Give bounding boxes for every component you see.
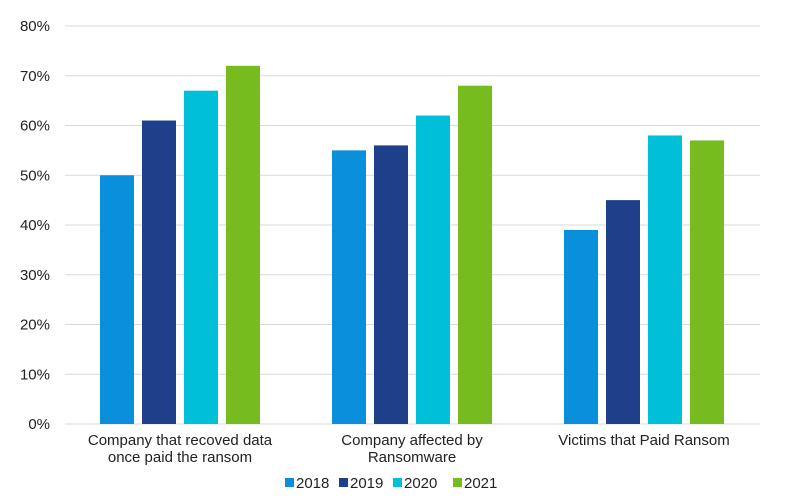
legend-label-2018: 2018 <box>296 475 329 492</box>
bar-2018-cat1 <box>100 175 134 424</box>
bar-2020-cat3 <box>648 135 682 424</box>
legend-label-2020: 2020 <box>404 475 437 492</box>
legend-label-2019: 2019 <box>350 475 383 492</box>
y-tick-label: 40% <box>20 217 50 234</box>
bar-2021-cat3 <box>690 140 724 425</box>
y-tick-label: 0% <box>28 416 50 433</box>
x-axis-category-labels: Company that recoved data once paid the r… <box>88 432 730 466</box>
legend-swatch-2020 <box>393 478 402 487</box>
legend-swatch-2018 <box>285 478 294 487</box>
y-tick-label: 80% <box>20 18 50 35</box>
y-tick-label: 30% <box>20 267 50 284</box>
category-label: Company that recoved data once paid the r… <box>88 432 273 466</box>
legend-swatch-2021 <box>453 478 462 487</box>
y-tick-label: 20% <box>20 317 50 334</box>
y-tick-label: 70% <box>20 68 50 85</box>
bars <box>100 65 724 425</box>
legend: 2018 2019 2020 2021 <box>285 475 497 492</box>
category-label: Victims that Paid Ransom <box>558 432 729 449</box>
bar-2019-cat3 <box>606 200 640 424</box>
bar-2020-cat2 <box>416 115 450 425</box>
bar-2019-cat1 <box>142 120 176 425</box>
y-tick-label: 60% <box>20 118 50 135</box>
bar-2021-cat2 <box>458 85 492 424</box>
bar-2020-cat1 <box>184 90 218 425</box>
y-tick-label: 10% <box>20 366 50 383</box>
bar-2021-cat1 <box>226 65 260 425</box>
bar-2018-cat2 <box>332 150 366 424</box>
y-axis-tick-labels: 0% 10% 20% 30% 40% 50% 60% 70% 80% <box>20 18 50 433</box>
legend-label-2021: 2021 <box>464 475 497 492</box>
bar-2019-cat2 <box>374 145 408 424</box>
gridlines <box>65 25 760 425</box>
y-tick-label: 50% <box>20 167 50 184</box>
bar-2018-cat3 <box>564 229 598 424</box>
legend-swatch-2019 <box>339 478 348 487</box>
category-label: Company affected by Ransomware <box>341 432 483 466</box>
